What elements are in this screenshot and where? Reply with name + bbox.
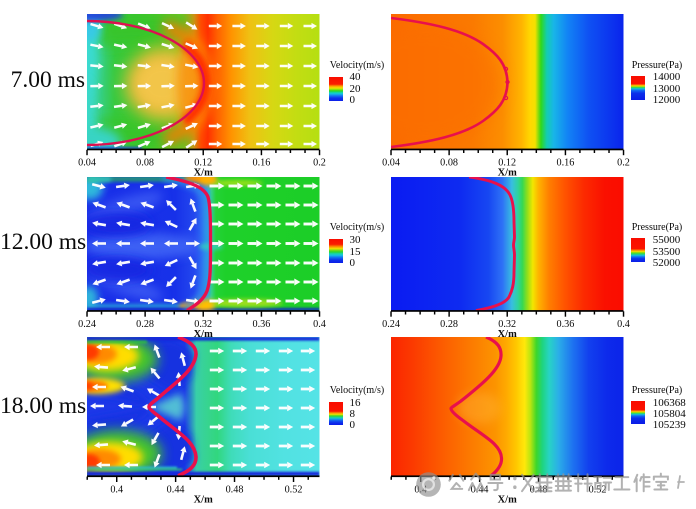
svg-text:0.28: 0.28 [136,319,154,330]
svg-text:0.48: 0.48 [226,484,244,495]
svg-text:0.44: 0.44 [167,484,185,495]
svg-text:X/m: X/m [497,494,516,505]
svg-text:0.16: 0.16 [253,158,271,169]
svg-text:X/m: X/m [194,168,213,179]
svg-text:X/m: X/m [194,329,213,340]
svg-text:0.2: 0.2 [313,158,326,169]
svg-text:0.08: 0.08 [136,158,154,169]
svg-text:0.08: 0.08 [440,158,458,169]
svg-text:X/m: X/m [194,494,213,505]
svg-text:0.2: 0.2 [617,158,630,169]
svg-text:X/m: X/m [497,329,516,340]
svg-text:0.4: 0.4 [111,484,124,495]
svg-text:0.4: 0.4 [617,319,630,330]
svg-text:0.28: 0.28 [440,319,458,330]
svg-text:0.32: 0.32 [195,319,213,330]
svg-text:0.12: 0.12 [498,158,516,169]
svg-text:0.44: 0.44 [470,484,488,495]
svg-text:0.24: 0.24 [78,319,96,330]
svg-text:X/m: X/m [497,168,516,179]
svg-text:0.48: 0.48 [529,484,547,495]
svg-text:0.32: 0.32 [498,319,516,330]
svg-text:0.12: 0.12 [195,158,213,169]
svg-text:0.16: 0.16 [556,158,574,169]
svg-text:0.36: 0.36 [253,319,271,330]
svg-text:0.36: 0.36 [556,319,574,330]
svg-text:0.04: 0.04 [382,158,400,169]
svg-text:0.24: 0.24 [382,319,400,330]
svg-text:0.04: 0.04 [78,158,96,169]
svg-text:0.52: 0.52 [285,484,303,495]
svg-text:0.4: 0.4 [313,319,326,330]
